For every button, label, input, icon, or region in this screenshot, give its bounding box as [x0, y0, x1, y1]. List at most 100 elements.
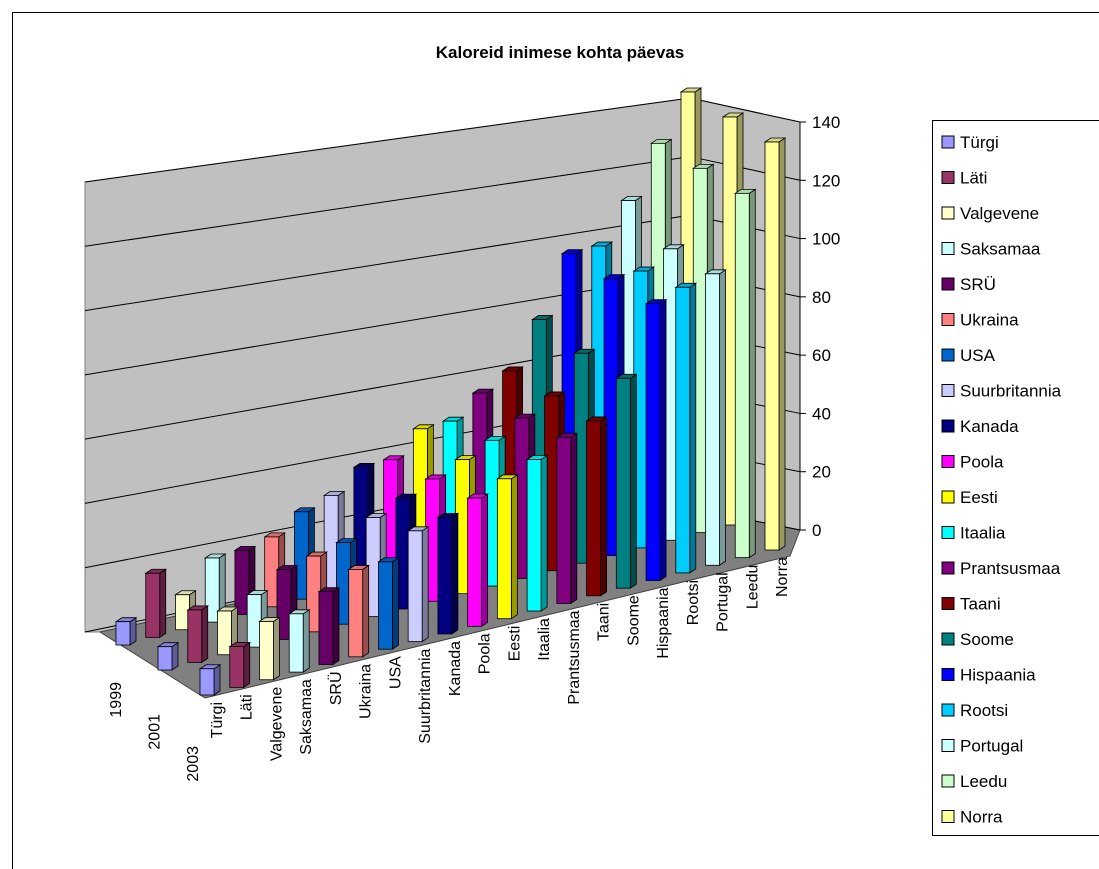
- legend-swatch: [941, 526, 955, 539]
- y-tick-label: 100: [812, 230, 840, 249]
- bar: [186, 605, 210, 664]
- bar-front: [496, 478, 512, 620]
- bar: [198, 664, 222, 696]
- bar-side: [201, 605, 209, 664]
- legend-label: Valgevene: [960, 204, 1039, 223]
- bar-front: [705, 273, 720, 566]
- bars: [114, 87, 787, 696]
- bar-side: [213, 664, 221, 696]
- bar-front: [199, 668, 215, 696]
- bar-front: [407, 530, 423, 642]
- bar-front: [675, 286, 691, 574]
- legend-label: Soome: [960, 630, 1014, 649]
- bar: [317, 586, 341, 666]
- bar-side: [362, 564, 370, 658]
- legend-label: Saksamaa: [960, 240, 1041, 259]
- bar-front: [276, 569, 292, 640]
- y-tick-label: 20: [812, 463, 831, 482]
- bar: [156, 641, 180, 671]
- chart-title: Kaloreid inimese kohta päevas: [436, 43, 685, 62]
- legend-swatch: [941, 313, 955, 326]
- x-tick-label: Saksamaa: [298, 679, 315, 755]
- bar-side: [481, 493, 489, 628]
- legend-label: Prantsusmaa: [960, 559, 1061, 578]
- bar-side: [159, 568, 167, 639]
- bar-front: [318, 591, 334, 665]
- bar: [555, 432, 579, 605]
- legend-swatch: [941, 597, 955, 610]
- legend: [932, 120, 1099, 836]
- legend-swatch: [941, 739, 955, 752]
- legend-label: USA: [960, 346, 996, 365]
- x-tick-label: Leedu: [744, 565, 761, 610]
- depth-tick-label: 2001: [147, 714, 164, 750]
- x-tick-label: Poola: [477, 633, 494, 674]
- legend-swatch: [941, 206, 955, 220]
- bar-front: [115, 621, 131, 646]
- bar-front: [467, 497, 483, 627]
- bar-side: [451, 512, 459, 635]
- bar: [258, 616, 281, 681]
- depth-tick-label: 2003: [185, 746, 202, 782]
- x-tick-label: Prantsusmaa: [566, 610, 583, 704]
- labels: 0 20 40 60 80 100 120 140 Türgi Läti Valgevene Saks…: [108, 113, 840, 782]
- legend-label: Norra: [960, 808, 1003, 827]
- bar-side: [421, 526, 429, 643]
- bar: [704, 269, 727, 567]
- bar-front: [586, 420, 601, 597]
- legend-swatch: [941, 455, 955, 468]
- x-tick-label: Soome: [625, 595, 642, 646]
- bar: [203, 553, 227, 623]
- bar-front: [645, 303, 661, 581]
- bar-front: [234, 549, 250, 615]
- x-tick-label: Ukraina: [358, 664, 375, 719]
- bar: [585, 416, 608, 597]
- legend-swatch: [941, 242, 955, 255]
- legend-label: Türgi: [960, 133, 999, 152]
- x-tick-label: Türgi: [209, 702, 226, 738]
- bar: [144, 568, 168, 639]
- bar: [406, 526, 430, 643]
- bar-side: [392, 557, 399, 650]
- bar-front: [259, 621, 274, 681]
- bar-side: [570, 432, 578, 605]
- bar-side: [273, 616, 280, 681]
- legend-swatch: [941, 561, 955, 575]
- y-tick-label: 0: [812, 521, 821, 540]
- bar: [614, 373, 638, 589]
- legend-swatch: [941, 277, 955, 291]
- bar: [674, 282, 698, 574]
- legend-swatch: [941, 703, 955, 717]
- bar-front: [526, 459, 542, 612]
- x-tick-label: Suurbritannia: [417, 648, 434, 743]
- bar-side: [719, 269, 726, 567]
- legend-label: Läti: [960, 169, 987, 188]
- bar-side: [302, 609, 310, 673]
- bar: [496, 474, 519, 620]
- bar-front: [229, 646, 245, 688]
- bar-front: [217, 610, 232, 656]
- bar: [436, 512, 460, 635]
- bar-side: [689, 282, 697, 574]
- bar-side: [600, 416, 607, 597]
- bar-side: [129, 616, 137, 646]
- x-tick-label: Hispaania: [655, 587, 672, 658]
- bar-front: [734, 192, 750, 559]
- bar: [466, 493, 489, 628]
- x-tick-label: Valgevene: [268, 687, 285, 762]
- x-tick-label: Kanada: [447, 641, 464, 696]
- x-tick-label: Rootsi: [685, 580, 702, 625]
- bar: [644, 298, 668, 582]
- bar-front: [378, 561, 393, 650]
- x-tick-label: SRÜ: [327, 671, 345, 705]
- y-tick-label: 120: [812, 171, 840, 190]
- legend-label: Hispaania: [960, 666, 1036, 685]
- y-tick-label: 60: [812, 346, 831, 365]
- bar-front: [187, 609, 203, 663]
- depth-tick-label: 1999: [108, 682, 125, 718]
- y-tick-label: 80: [812, 288, 831, 307]
- legend-label: Leedu: [960, 772, 1007, 791]
- bar-front: [288, 613, 304, 673]
- legend-label: SRÜ: [960, 275, 996, 294]
